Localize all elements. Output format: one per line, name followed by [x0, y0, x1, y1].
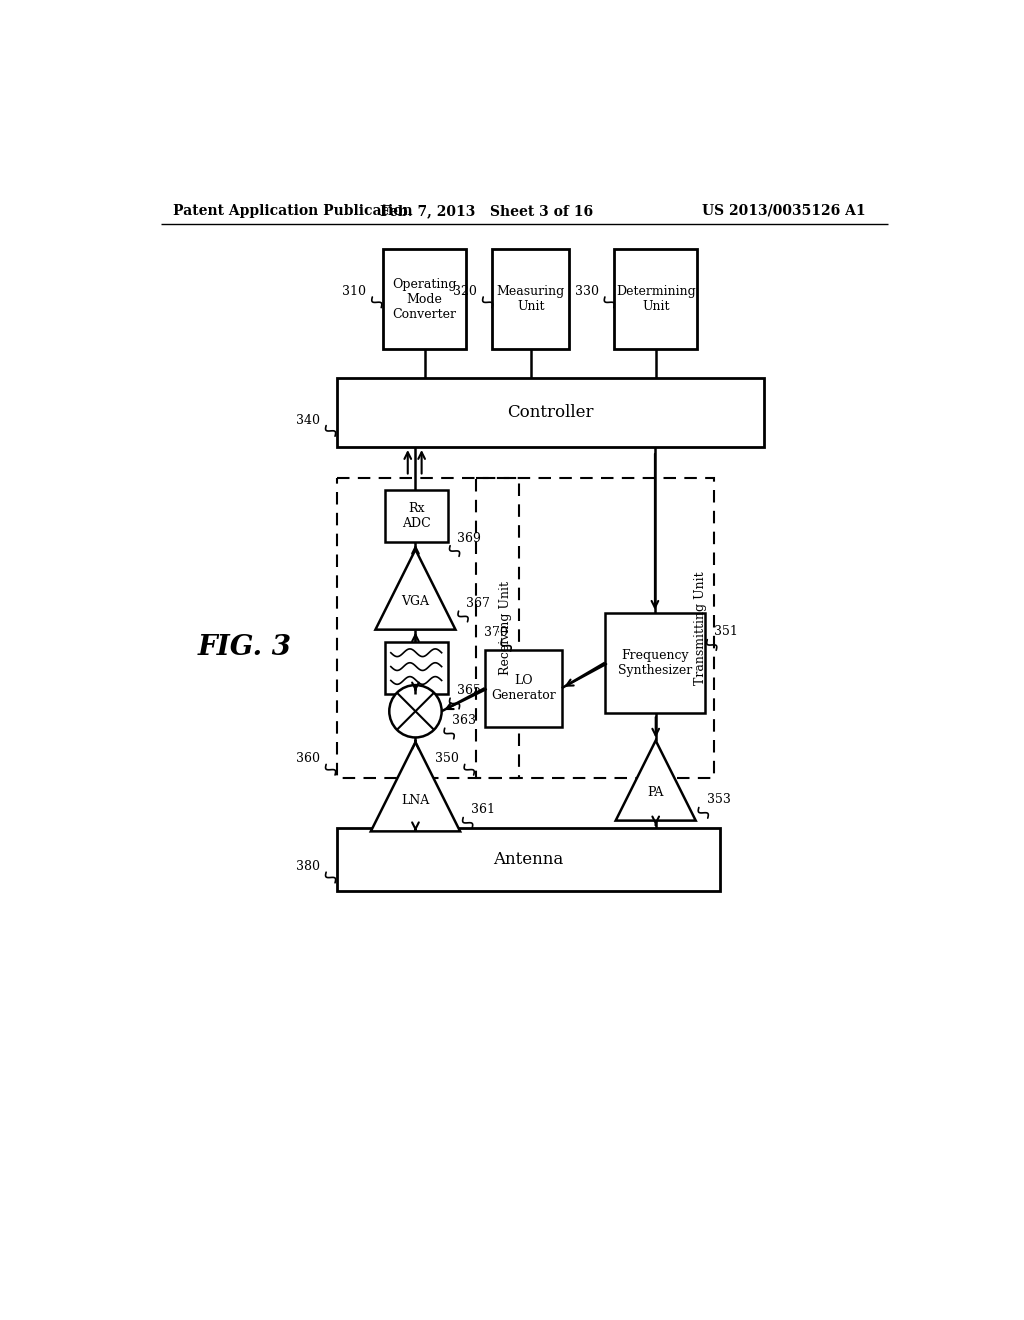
Bar — [475, 478, 714, 779]
Text: 367: 367 — [466, 597, 490, 610]
Text: 369: 369 — [457, 532, 481, 545]
Text: VGA: VGA — [401, 594, 429, 607]
Text: LO
Generator: LO Generator — [490, 675, 556, 702]
Text: 351: 351 — [714, 626, 738, 639]
Text: LNA: LNA — [401, 795, 430, 807]
Bar — [493, 249, 569, 350]
Bar — [337, 378, 764, 447]
Text: Antenna: Antenna — [494, 851, 564, 869]
Polygon shape — [376, 549, 456, 630]
Text: 363: 363 — [453, 714, 476, 727]
Text: 320: 320 — [454, 285, 477, 298]
Text: Feb. 7, 2013   Sheet 3 of 16: Feb. 7, 2013 Sheet 3 of 16 — [380, 203, 593, 218]
Text: FIG. 3: FIG. 3 — [198, 634, 292, 661]
Bar — [385, 490, 447, 541]
Text: 380: 380 — [296, 861, 319, 874]
Text: 340: 340 — [296, 413, 319, 426]
Text: 365: 365 — [457, 684, 481, 697]
Bar — [614, 249, 697, 350]
Text: 350: 350 — [435, 752, 459, 766]
Text: Operating
Mode
Converter: Operating Mode Converter — [392, 277, 457, 321]
Text: PA: PA — [647, 785, 664, 799]
Bar — [385, 642, 447, 694]
Text: 353: 353 — [707, 793, 730, 807]
Text: Determining
Unit: Determining Unit — [615, 285, 695, 313]
Text: 310: 310 — [342, 285, 367, 298]
Bar — [337, 829, 720, 891]
Text: Rx
ADC: Rx ADC — [401, 502, 431, 529]
Text: 370: 370 — [484, 626, 508, 639]
Text: 361: 361 — [471, 804, 495, 816]
Text: Measuring
Unit: Measuring Unit — [497, 285, 565, 313]
Bar — [484, 649, 562, 726]
Text: US 2013/0035126 A1: US 2013/0035126 A1 — [702, 203, 866, 218]
Text: 330: 330 — [574, 285, 599, 298]
Text: Frequency
Synthesizer: Frequency Synthesizer — [617, 648, 692, 677]
Bar — [605, 612, 705, 713]
Polygon shape — [615, 741, 695, 821]
Text: 360: 360 — [296, 752, 319, 766]
Text: Patent Application Publication: Patent Application Publication — [173, 203, 413, 218]
Text: Controller: Controller — [507, 404, 594, 421]
Bar — [383, 249, 466, 350]
Polygon shape — [371, 742, 460, 832]
Text: Receiving Unit: Receiving Unit — [499, 581, 512, 675]
Bar — [337, 478, 519, 779]
Text: Transmitting Unit: Transmitting Unit — [694, 572, 707, 685]
Circle shape — [389, 685, 441, 738]
